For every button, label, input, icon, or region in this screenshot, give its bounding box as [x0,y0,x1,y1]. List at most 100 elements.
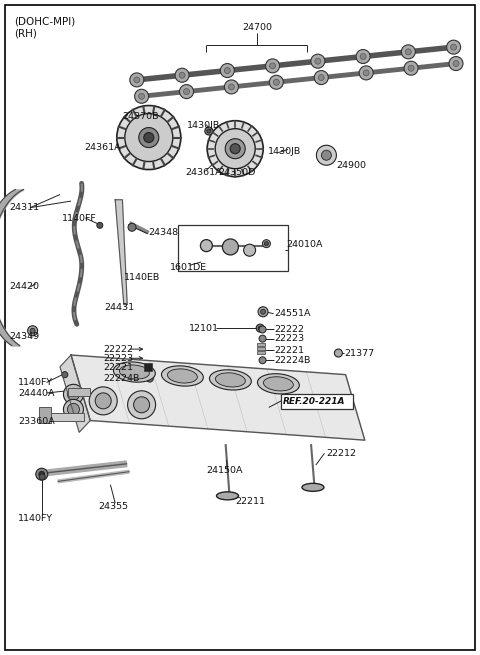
Circle shape [225,139,245,159]
Bar [178,225,288,271]
Text: 1140FY: 1140FY [18,378,53,387]
Circle shape [315,58,321,64]
Circle shape [404,61,418,75]
Circle shape [201,240,212,252]
Text: 22221: 22221 [103,363,133,372]
Circle shape [225,80,239,94]
Ellipse shape [120,365,149,379]
Circle shape [139,93,144,100]
Circle shape [183,88,190,94]
Circle shape [270,63,276,69]
Text: 22224B: 22224B [103,374,140,383]
Bar [257,347,264,350]
Circle shape [259,335,266,342]
Text: 24350D: 24350D [218,168,256,177]
Circle shape [258,307,268,317]
Circle shape [39,471,45,477]
Polygon shape [71,355,365,440]
Bar [144,364,152,371]
Text: 24440A: 24440A [18,388,55,398]
Circle shape [144,132,154,143]
Circle shape [205,127,213,135]
Circle shape [228,84,234,90]
Text: (DOHC-MPI)
(RH): (DOHC-MPI) (RH) [14,16,76,39]
Circle shape [273,79,279,85]
Circle shape [408,66,414,71]
Text: 22211: 22211 [235,497,265,506]
Circle shape [356,50,370,64]
Circle shape [128,223,136,231]
Circle shape [451,44,456,50]
Circle shape [453,60,459,67]
Circle shape [359,66,373,80]
Text: 1140FY: 1140FY [18,514,53,523]
Circle shape [269,75,283,89]
Circle shape [360,54,366,60]
Bar [39,407,51,423]
Bar [44,413,84,421]
Circle shape [207,121,263,177]
Circle shape [311,54,325,68]
Ellipse shape [161,366,204,386]
Circle shape [449,56,463,71]
Circle shape [207,129,211,133]
Circle shape [139,128,159,147]
Text: 24361A: 24361A [185,168,221,177]
Circle shape [314,71,328,84]
Circle shape [36,468,48,480]
Circle shape [258,326,262,330]
Circle shape [224,67,230,73]
Circle shape [130,73,144,87]
Text: 24900: 24900 [336,160,366,170]
Bar [257,352,264,354]
Circle shape [215,128,255,169]
Text: REF.20-221A: REF.20-221A [283,397,346,406]
Text: 24700: 24700 [242,23,272,32]
Circle shape [146,375,153,382]
Text: 1601DE: 1601DE [170,263,207,272]
Circle shape [256,324,264,332]
Circle shape [95,393,111,409]
Circle shape [175,68,189,83]
Text: 22223: 22223 [103,354,133,363]
Text: 1430JB: 1430JB [268,147,301,157]
Text: 23360A: 23360A [18,417,55,426]
Text: 22221: 22221 [275,346,304,355]
Text: 24348: 24348 [148,228,178,237]
Circle shape [67,388,79,400]
Circle shape [401,45,415,59]
Text: 24361A: 24361A [84,143,120,152]
Text: 24431: 24431 [105,303,135,312]
Circle shape [220,64,234,77]
Circle shape [89,387,117,415]
Ellipse shape [209,370,252,390]
Circle shape [222,239,239,255]
Ellipse shape [216,373,245,387]
Text: 24311: 24311 [10,203,40,212]
Circle shape [335,349,342,357]
Text: 1140FF: 1140FF [61,214,96,223]
Circle shape [117,105,181,170]
Circle shape [30,328,35,333]
Circle shape [134,89,149,103]
Ellipse shape [302,483,324,491]
Polygon shape [115,200,127,305]
Circle shape [322,150,331,160]
Polygon shape [60,355,90,432]
Text: 1430JB: 1430JB [187,121,220,130]
Text: 22222: 22222 [103,345,133,354]
Circle shape [259,326,266,333]
Ellipse shape [264,377,293,391]
Text: 24150A: 24150A [206,466,243,475]
Bar [257,343,264,346]
FancyBboxPatch shape [281,394,353,409]
Ellipse shape [257,374,300,394]
Circle shape [179,72,185,78]
Circle shape [318,75,324,81]
Circle shape [264,242,268,246]
Ellipse shape [216,492,239,500]
Circle shape [259,357,266,364]
Circle shape [128,391,156,419]
Circle shape [261,309,265,314]
Circle shape [28,326,37,336]
